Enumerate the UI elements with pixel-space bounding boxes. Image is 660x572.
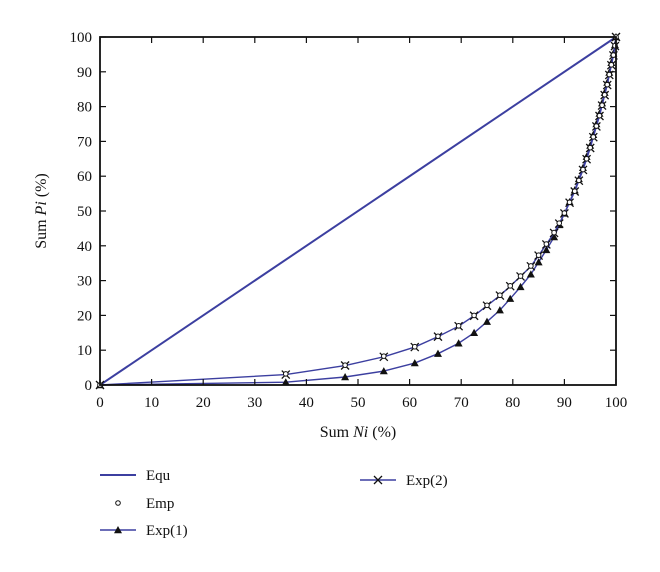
legend-marker-cross <box>373 475 383 485</box>
data-point-exp-1 <box>483 317 491 325</box>
data-point-emp <box>535 252 542 258</box>
y-tick-label: 10 <box>77 343 92 359</box>
series-line-equ <box>99 36 617 386</box>
data-point-emp <box>497 292 503 299</box>
data-point-emp <box>587 144 594 151</box>
data-point-exp-1 <box>470 328 479 336</box>
x-tick-label: 80 <box>505 395 520 411</box>
data-point-exp-1 <box>506 294 515 302</box>
y-tick-label: 100 <box>70 30 93 46</box>
data-point-emp <box>610 52 617 58</box>
data-point-emp <box>566 199 573 206</box>
y-tick-label: 50 <box>77 204 92 220</box>
x-tick-label: 0 <box>96 395 104 411</box>
x-tick-label: 10 <box>144 395 159 411</box>
plot-marks <box>95 32 621 390</box>
y-tick-label: 20 <box>77 308 92 324</box>
y-tick-label: 90 <box>77 65 92 81</box>
legend-item-exp-1: Exp(1) <box>100 523 188 539</box>
data-point-emp <box>608 62 615 68</box>
y-axis-title: Sum Pi (%) <box>33 173 50 249</box>
y-tick-label: 60 <box>77 169 92 185</box>
y-axis-title-variable: Pi <box>33 201 50 216</box>
data-point-exp-1 <box>410 359 419 367</box>
data-point-emp <box>556 220 563 226</box>
x-tick-label: 60 <box>402 395 417 411</box>
legend-label: Exp(1) <box>146 523 188 539</box>
data-point-exp-1 <box>516 282 525 291</box>
data-point-emp <box>528 263 534 269</box>
data-point-emp <box>455 323 462 329</box>
data-point-exp-1 <box>281 378 290 386</box>
x-axis-title-prefix: Sum <box>320 424 353 441</box>
y-axis-ticks: 0 10 20 30 40 50 60 70 80 90 100 <box>70 30 616 394</box>
data-point-exp-1 <box>495 306 504 314</box>
x-tick-label: 90 <box>557 395 572 411</box>
y-tick-label: 80 <box>77 100 92 116</box>
y-tick-label: 30 <box>77 274 92 290</box>
data-point-emp <box>590 134 597 140</box>
data-point-emp <box>342 362 348 368</box>
data-point-exp-1 <box>526 270 535 278</box>
data-point-emp <box>599 102 605 109</box>
x-tick-label: 20 <box>196 395 211 411</box>
legend-label: Equ <box>146 468 171 484</box>
series-emp <box>97 34 619 388</box>
data-point-exp-1 <box>379 367 388 375</box>
data-point-exp-1 <box>454 339 463 347</box>
legend-marker-cross-stroke <box>373 475 383 485</box>
y-axis-title-prefix: Sum <box>33 215 50 248</box>
data-point-emp <box>596 112 603 119</box>
data-point-exp-1 <box>341 372 350 381</box>
series-equ <box>99 36 617 386</box>
data-point-emp <box>561 210 568 216</box>
legend-marker-triangle <box>114 526 122 534</box>
data-point-emp <box>571 188 578 194</box>
legend-item-emp: Emp <box>115 496 174 512</box>
data-point-emp <box>580 166 586 173</box>
data-point-emp <box>471 312 477 319</box>
data-point-exp-1 <box>534 258 543 266</box>
x-tick-label: 70 <box>454 395 469 411</box>
data-point-exp-1 <box>550 233 559 241</box>
x-tick-label: 50 <box>351 395 366 411</box>
y-tick-label: 40 <box>77 239 92 255</box>
x-tick-label: 40 <box>299 395 314 411</box>
x-axis-title-variable: Ni <box>352 424 368 441</box>
data-point-emp <box>583 156 590 162</box>
legend-marker-circle <box>115 500 121 506</box>
legend-item-equ: Equ <box>100 468 171 484</box>
data-point-emp <box>576 177 582 184</box>
data-point-emp <box>593 123 600 129</box>
data-point-emp <box>507 283 514 289</box>
legend-item-exp-2: Exp(2) <box>360 473 448 489</box>
data-point-exp-1 <box>542 245 551 254</box>
data-point-emp <box>435 333 441 340</box>
data-point-emp <box>551 229 557 236</box>
data-point-emp <box>604 81 611 88</box>
x-axis-title: Sum Ni (%) <box>320 424 396 441</box>
data-point-emp <box>606 71 613 78</box>
x-axis-title-unit: (%) <box>368 424 396 441</box>
data-point-emp <box>381 353 387 359</box>
y-axis-title-unit: (%) <box>33 173 50 201</box>
x-axis-ticks: 0 10 20 30 40 50 60 70 80 90 100 <box>96 37 627 411</box>
legend-label: Emp <box>146 496 174 512</box>
data-point-emp <box>543 241 550 247</box>
y-tick-label: 0 <box>85 378 93 394</box>
data-point-emp <box>484 302 490 309</box>
x-tick-label: 100 <box>605 395 628 411</box>
data-point-exp-1 <box>433 349 442 357</box>
legend-label: Exp(2) <box>406 473 448 489</box>
y-tick-label: 70 <box>77 134 92 150</box>
data-point-emp <box>517 273 524 279</box>
data-point-emp <box>282 371 289 377</box>
legend: Equ Emp Exp(1) Exp(2) <box>100 468 448 539</box>
data-point-emp <box>411 343 418 350</box>
data-point-emp <box>601 91 608 98</box>
x-tick-label: 30 <box>247 395 262 411</box>
